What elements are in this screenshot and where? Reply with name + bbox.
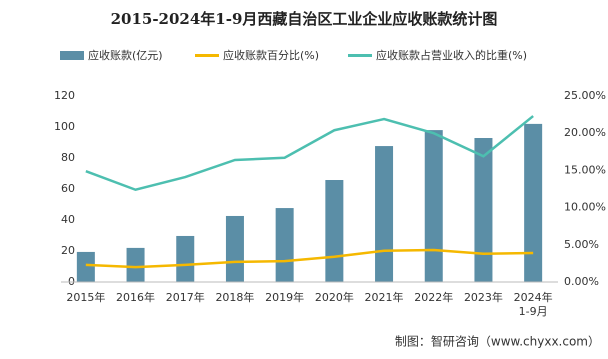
- x-tick-label: 2016年: [116, 291, 156, 304]
- x-tick-label: 2021年: [364, 291, 404, 304]
- y-tick-label: 40: [61, 213, 75, 226]
- bar: [126, 247, 145, 282]
- x-tick-label: 2017年: [165, 291, 205, 304]
- y-tick-label: 80: [61, 151, 75, 164]
- legend-label: 应收账款百分比(%): [223, 48, 319, 62]
- bar: [275, 208, 294, 282]
- y2-tick-label: 15.00%: [564, 163, 606, 176]
- legend-label: 应收账款(亿元): [88, 48, 163, 62]
- x-tick-label: 2019年: [265, 291, 305, 304]
- bar: [424, 130, 443, 282]
- line: [85, 115, 534, 192]
- bar: [325, 180, 344, 282]
- x-tick-label: 2020年: [314, 291, 354, 304]
- y2-tick-label: 5.00%: [564, 238, 599, 251]
- y2-tick-label: 0.00%: [564, 275, 599, 288]
- x-tick-label: 2023年: [463, 291, 503, 304]
- y2-tick-label: 25.00%: [564, 89, 606, 102]
- legend-swatch: [60, 51, 84, 60]
- y2-tick-label: 20.00%: [564, 126, 606, 139]
- source: 制图：智研咨询（www.chyxx.com）: [395, 334, 600, 349]
- bar: [524, 123, 543, 283]
- x-tick-label: 2015年: [66, 291, 106, 304]
- bar: [375, 146, 394, 282]
- bar: [225, 215, 244, 282]
- bar: [76, 251, 95, 282]
- y-tick-label: 120: [54, 89, 75, 102]
- line: [85, 248, 534, 269]
- y2-tick-label: 10.00%: [564, 201, 606, 214]
- y-tick-label: 60: [61, 182, 75, 195]
- bar: [176, 235, 195, 282]
- x-tick-label: 2022年: [414, 291, 454, 304]
- x-tick-label: 2018年: [215, 291, 255, 304]
- y-tick-label: 100: [54, 120, 75, 133]
- y-tick-label: 20: [61, 244, 75, 257]
- bar: [474, 138, 493, 282]
- legend-label: 应收账款占营业收入的比重(%): [376, 48, 527, 62]
- chart-title: 2015-2024年1-9月西藏自治区工业企业应收账款统计图: [111, 10, 498, 28]
- x-tick-label: 2024年 1-9月: [513, 291, 553, 318]
